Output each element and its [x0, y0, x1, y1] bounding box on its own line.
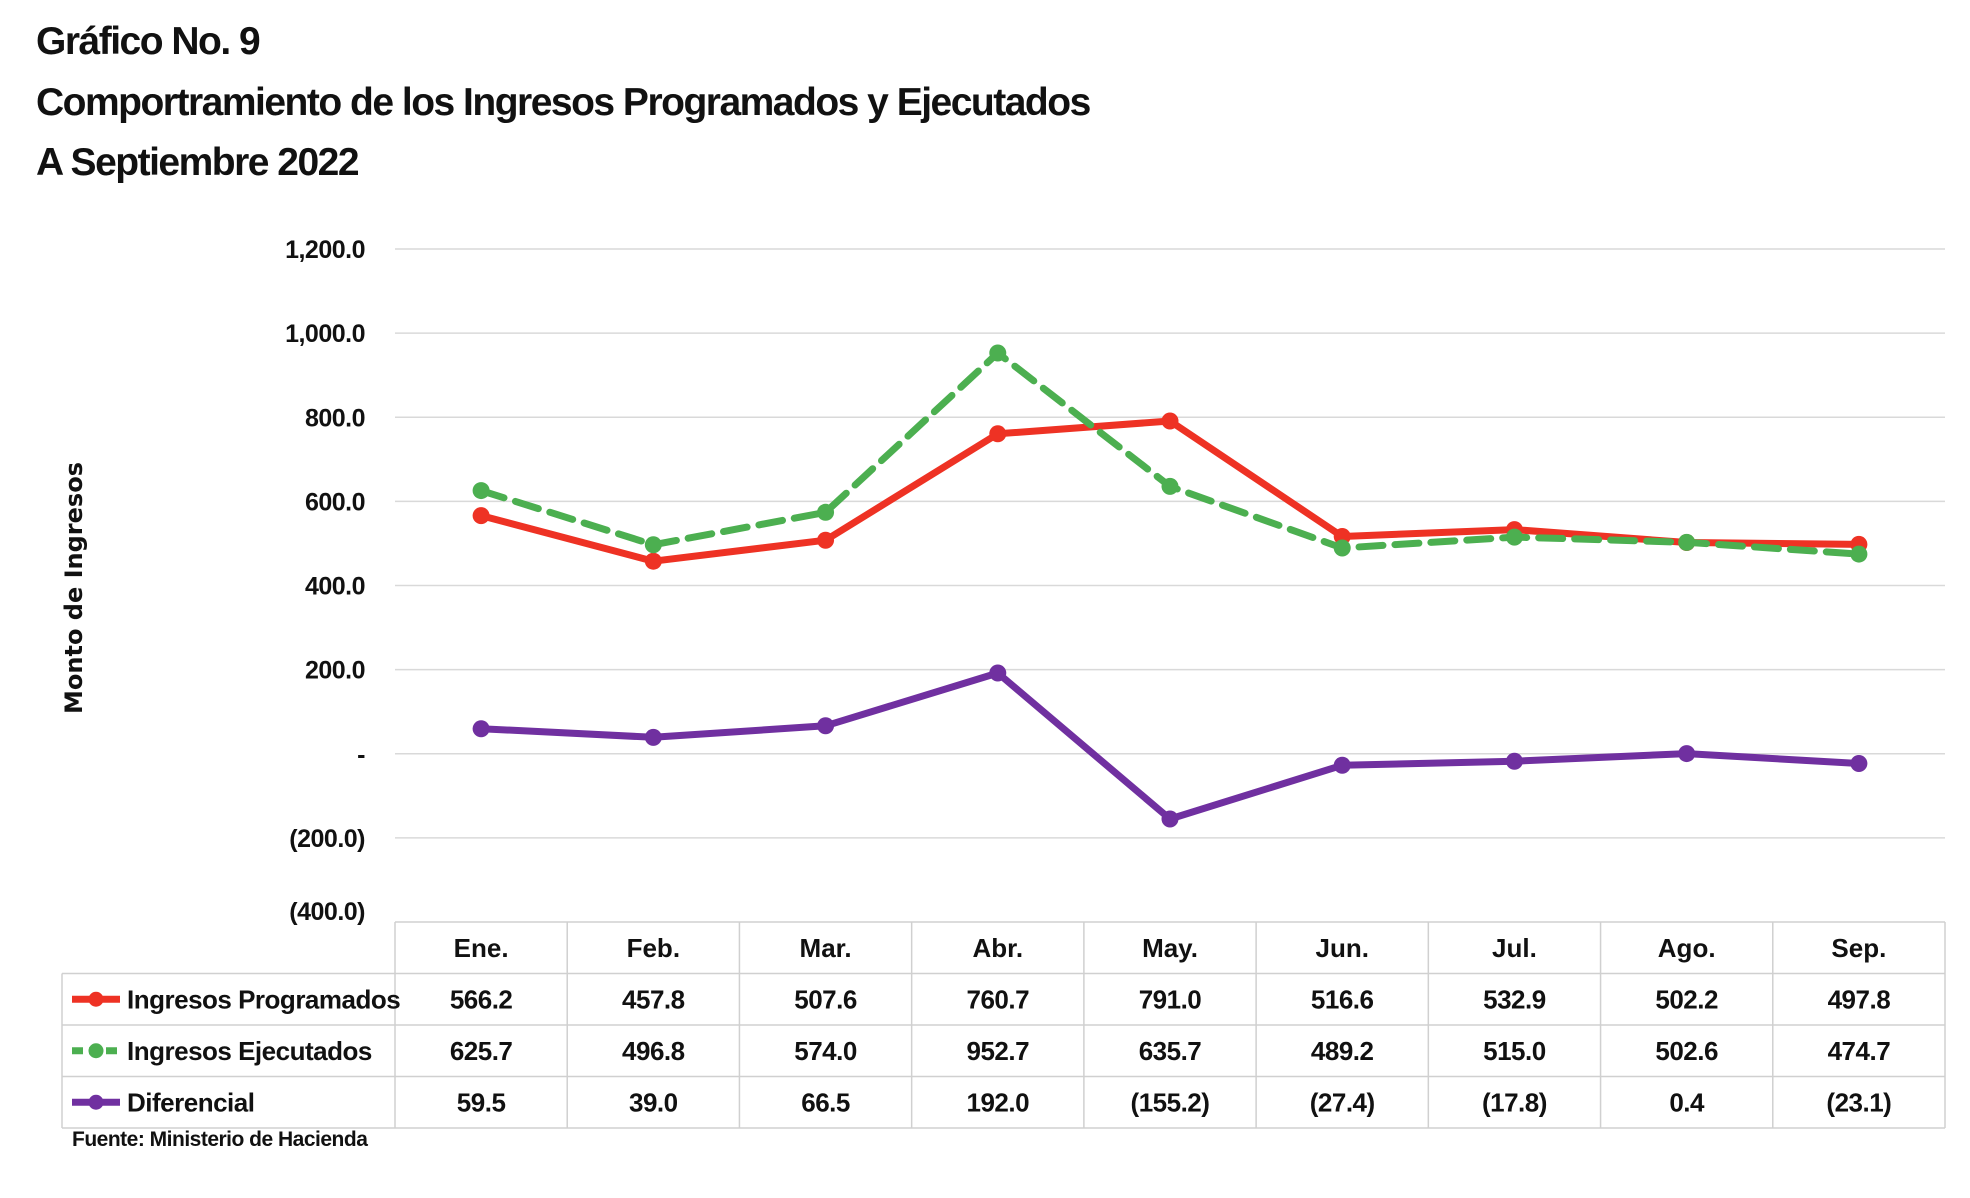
y-tick-label: 600.0: [305, 488, 365, 516]
y-axis: 1,200.0 1,000.0 800.0 600.0 400.0 200.0 - (200.…: [285, 236, 366, 926]
chart-title-line-1: Gráfico No. 9: [36, 20, 261, 63]
series-name-label: Ingresos Ejecutados: [127, 1036, 372, 1066]
table-value-cell: 502.6: [1655, 1036, 1718, 1066]
table-value-cell: 532.9: [1483, 984, 1546, 1014]
category-label: Ene.: [454, 933, 509, 963]
data-point: [817, 717, 835, 735]
table-value-cell: 496.8: [622, 1036, 685, 1066]
data-point: [989, 664, 1007, 682]
data-point: [644, 728, 662, 746]
category-label: Feb.: [627, 933, 680, 963]
category-label: Jul.: [1492, 933, 1537, 963]
category-label: Sep.: [1831, 933, 1886, 963]
y-tick-label: 1,200.0: [285, 236, 365, 264]
table-value-cell: 952.7: [966, 1036, 1029, 1066]
legend-marker-swatch: [88, 991, 104, 1007]
table-value-cell: 574.0: [794, 1036, 857, 1066]
data-point: [1161, 477, 1179, 495]
data-point: [1850, 545, 1868, 563]
table-value-cell: 515.0: [1483, 1036, 1546, 1066]
table-value-cell: 497.8: [1828, 984, 1891, 1014]
data-point: [1161, 810, 1179, 828]
table-value-cell: 760.7: [966, 984, 1029, 1014]
y-tick-label: 200.0: [305, 657, 365, 685]
table-value-cell: 59.5: [457, 1087, 506, 1117]
data-point: [817, 531, 835, 549]
data-point: [644, 536, 662, 554]
chart-title-line-3: A Septiembre 2022: [36, 141, 360, 184]
table-value-cell: 625.7: [450, 1036, 513, 1066]
table-value-cell: 635.7: [1139, 1036, 1202, 1066]
series-line-diferencial: [477, 669, 1863, 823]
legend-marker-swatch: [88, 1043, 104, 1059]
table-value-cell: 457.8: [622, 984, 685, 1014]
data-point: [1850, 754, 1868, 772]
data-point: [989, 344, 1007, 362]
gridlines: [395, 248, 1945, 839]
data-point: [472, 507, 490, 525]
y-tick-label: 1,000.0: [285, 320, 365, 348]
table-value-cell: (17.8): [1482, 1087, 1547, 1117]
y-axis-label: Monto de Ingresos: [60, 462, 88, 714]
data-point: [1505, 528, 1523, 546]
category-label: Abr.: [972, 933, 1023, 963]
data-point: [989, 425, 1007, 443]
series-name-label: Diferencial: [127, 1087, 254, 1117]
data-point: [1678, 745, 1696, 763]
y-tick-label: 800.0: [305, 404, 365, 432]
series-line-ingresos-ejecutados: [477, 349, 1863, 558]
y-tick-label: (200.0): [289, 825, 365, 853]
table-value-cell: (155.2): [1131, 1087, 1210, 1117]
category-label: Ago.: [1658, 933, 1716, 963]
category-label: May.: [1142, 933, 1198, 963]
table-value-cell: 474.7: [1828, 1036, 1891, 1066]
chart-title-line-2: Comportramiento de los Ingresos Programa…: [36, 81, 1091, 124]
data-point: [644, 552, 662, 570]
table-value-cell: 192.0: [966, 1087, 1029, 1117]
series-name-label: Ingresos Programados: [127, 984, 400, 1014]
table-value-cell: 0.4: [1669, 1087, 1705, 1117]
data-point: [1333, 539, 1351, 557]
table-value-cell: 566.2: [450, 984, 513, 1014]
category-label: Jun.: [1315, 933, 1368, 963]
data-point: [1678, 533, 1696, 551]
table-value-cell: 66.5: [801, 1087, 850, 1117]
table-value-cell: (23.1): [1826, 1087, 1891, 1117]
data-point: [472, 720, 490, 738]
data-point: [1161, 412, 1179, 430]
data-point: [817, 503, 835, 521]
data-point: [1333, 756, 1351, 774]
y-tick-label: (400.0): [289, 898, 365, 926]
data-point: [1505, 752, 1523, 770]
table-value-cell: 516.6: [1311, 984, 1374, 1014]
table-value-cell: 502.2: [1655, 984, 1718, 1014]
data-point: [472, 482, 490, 500]
series-lines: [472, 344, 1868, 828]
y-tick-label: -: [357, 741, 365, 769]
source-note: Fuente: Ministerio de Hacienda: [72, 1128, 368, 1151]
table-value-cell: 489.2: [1311, 1036, 1374, 1066]
table-value-cell: 507.6: [794, 984, 857, 1014]
category-label: Mar.: [800, 933, 852, 963]
legend-marker-swatch: [88, 1094, 104, 1110]
table-value-cell: 39.0: [629, 1087, 678, 1117]
table-value-cell: 791.0: [1139, 984, 1202, 1014]
table-value-cell: (27.4): [1310, 1087, 1375, 1117]
data-table: Ene. Feb. Mar. Abr. May. Jun. Jul. Ago. Sep. Ingr…: [61, 921, 1946, 1129]
y-tick-label: 400.0: [305, 573, 365, 601]
